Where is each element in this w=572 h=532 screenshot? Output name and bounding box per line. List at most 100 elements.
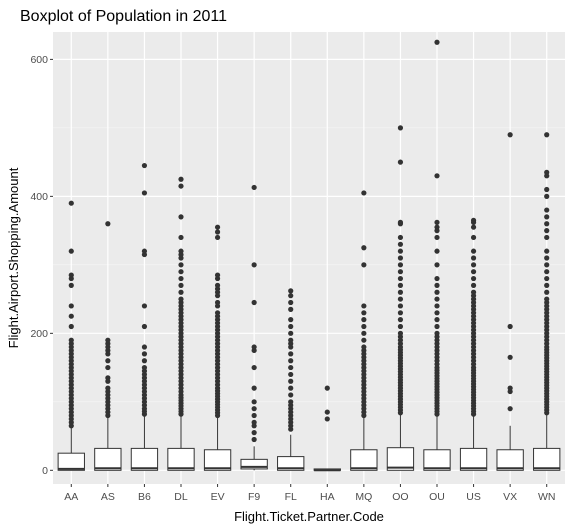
outlier-point [361,310,367,316]
outlier-point [544,207,550,213]
outlier-point [251,406,257,412]
box-iqr [240,458,268,470]
outlier-point [544,228,550,234]
outlier-point [544,255,550,261]
outlier-point [288,399,294,405]
outlier-point [434,173,440,179]
outlier-point [288,317,294,323]
box-group-f9 [240,184,268,471]
outlier-point [178,176,184,182]
outlier-point [470,289,477,295]
outlier-point [507,323,513,330]
outlier-point [470,255,477,261]
outlier-point [544,262,550,268]
x-tick-label: HA [320,491,335,503]
outlier-point [178,269,184,275]
outlier-point [507,354,513,360]
outlier-point [434,224,440,230]
box-group-wn [533,132,561,471]
outlier-point [434,317,440,323]
outlier-point [397,255,404,261]
outlier-point [105,375,111,381]
outlier-point [361,317,367,323]
outlier-point [105,385,111,391]
outlier-point [544,248,550,254]
x-tick-label: WN [538,491,556,503]
outlier-point [544,193,550,199]
plot-panel [53,32,565,484]
outlier-point [141,323,148,330]
outlier-point [214,310,221,316]
outlier-point [251,262,257,268]
outlier-point [178,262,184,268]
y-tick-label: 200 [30,328,48,340]
outlier-point [470,234,477,241]
x-tick-label: AA [64,491,78,503]
y-axis: 0 200 400 600 [30,54,53,477]
box-group-aa [57,200,85,471]
outlier-point [361,303,367,309]
outlier-point [251,385,257,391]
box-iqr [350,449,378,471]
box-group-as [94,221,122,471]
outlier-point [141,351,148,357]
outlier-point [288,299,294,306]
box-iqr [203,449,232,471]
outlier-point [288,293,294,299]
box-iqr [57,452,85,471]
outlier-point [397,303,404,309]
outlier-point [288,371,294,378]
outlier-point [288,337,294,343]
outlier-point [105,358,111,364]
box-iqr [277,456,305,471]
chart-title: Boxplot of Population in 2011 [20,8,227,25]
box-iqr [533,447,561,471]
box-group-dl [167,176,195,471]
outlier-point [361,245,367,251]
outlier-point [470,282,477,288]
outlier-point [105,337,111,343]
outlier-point [361,323,367,330]
outlier-point [434,330,440,336]
outlier-point [178,234,184,241]
outlier-point [251,344,257,350]
outlier-point [544,289,550,295]
outlier-point [361,262,367,268]
y-axis-title: Flight.Airport.Shopping.Amount [6,167,21,348]
outlier-point [251,436,257,443]
box-iqr [167,447,195,471]
outlier-point [288,392,294,398]
box-group-ha [313,385,341,472]
outlier-point [251,412,257,419]
outlier-point [361,344,367,350]
outlier-point [68,282,74,288]
outlier-point [288,351,294,357]
outlier-point [470,217,477,223]
outlier-point [214,229,221,235]
outlier-point [251,399,257,405]
outlier-point [544,214,550,220]
box-iqr [423,449,451,471]
outlier-point [397,282,404,288]
outlier-point [288,378,294,384]
outlier-point [288,330,294,336]
outlier-point [214,224,221,230]
outlier-point [434,262,440,268]
outlier-point [178,289,184,295]
outlier-point [470,248,477,254]
outlier-point [288,306,294,312]
outlier-point [434,289,440,295]
outlier-point [68,200,74,206]
outlier-point [105,364,111,371]
outlier-point [214,272,221,278]
outlier-point [68,248,74,254]
x-tick-label: OO [392,491,408,503]
outlier-point [141,190,148,196]
y-tick-label: 0 [42,465,48,477]
outlier-point [397,275,404,282]
outlier-point [397,330,404,336]
outlier-point [434,234,440,241]
outlier-point [141,303,148,309]
outlier-point [544,296,550,302]
box-group-fl [277,288,305,471]
